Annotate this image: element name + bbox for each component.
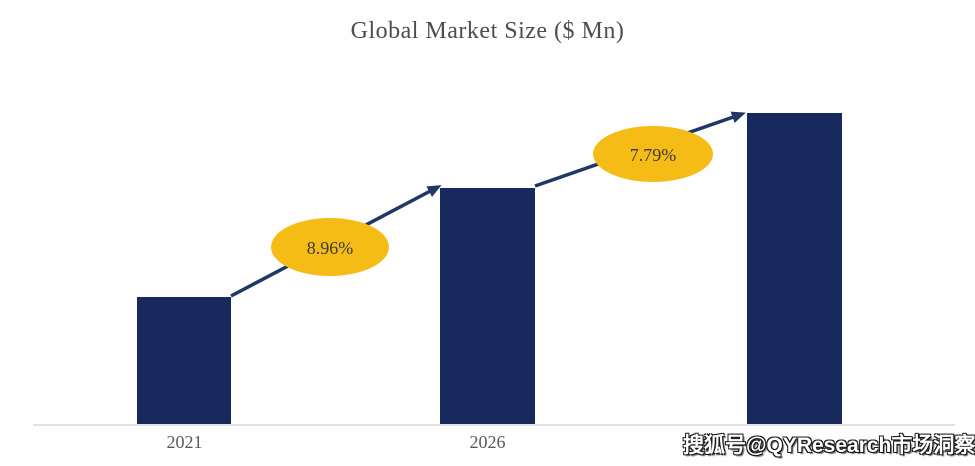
watermark: 搜狐号@QYResearch市场洞察: [683, 434, 975, 457]
growth-ellipse-1: [271, 218, 389, 276]
x-axis-line: [33, 424, 955, 426]
x-axis-label-2021: 2021: [166, 432, 203, 452]
growth-rate-label-1: 8.96%: [307, 238, 354, 258]
growth-arrow-1: [230, 185, 442, 298]
bar-2021: [137, 297, 231, 426]
bar-2026: [440, 188, 535, 426]
growth-rate-label-2: 7.79%: [630, 145, 677, 165]
growth-ellipse-2: [593, 126, 713, 182]
x-axis-label-2026: 2026: [469, 432, 506, 452]
chart-title: Global Market Size ($ Mn): [350, 18, 625, 44]
growth-arrow-2: [534, 111, 746, 188]
bar-third-period: [747, 113, 842, 426]
